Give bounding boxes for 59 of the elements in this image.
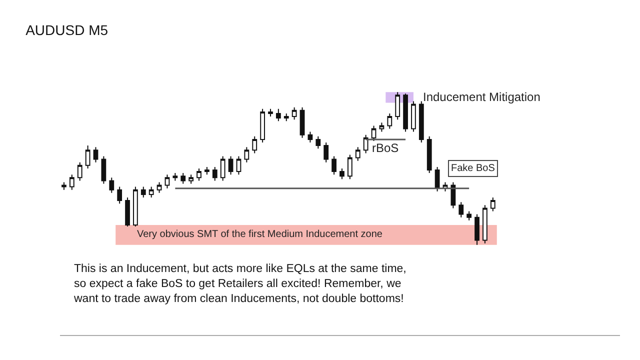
candlestick [458, 202, 464, 218]
candlestick [93, 146, 98, 163]
candlestick [101, 156, 106, 184]
candlestick [276, 108, 281, 122]
candlestick [434, 166, 440, 192]
candlestick [387, 112, 392, 130]
candlestick [133, 186, 138, 228]
text: This is an Inducement, but acts more like EQLs at the same time, so expect a fake BoS to get Retailers all excited! Remember, we want to trade away from clean Inducements, not double bottoms! [73, 263, 406, 305]
candlestick [228, 156, 234, 176]
candlestick [284, 112, 289, 122]
candlestick [109, 177, 114, 194]
candlestick [244, 146, 250, 163]
candlestick [204, 166, 210, 176]
candlestick [236, 156, 242, 176]
candlestick [379, 122, 384, 132]
candlestick [156, 182, 162, 194]
candlestick [371, 125, 376, 142]
candlestick [324, 142, 329, 163]
candlestick [172, 172, 178, 182]
candlestick [403, 93, 408, 132]
candlestick [474, 214, 480, 246]
candlestick [363, 134, 368, 154]
candlestick [62, 182, 66, 190]
candlestick [85, 145, 90, 169]
candlestick [260, 108, 265, 143]
candlestick [347, 154, 352, 180]
candlestick [125, 197, 130, 228]
candlestick [164, 174, 170, 189]
candlestick [220, 156, 226, 182]
annotation: Fake BoS [451, 163, 496, 174]
candlestick [148, 186, 154, 198]
candlestick [188, 174, 194, 184]
candlestick [77, 162, 82, 182]
candlestick [300, 106, 305, 138]
candlestick [395, 92, 400, 120]
candlestick [355, 146, 360, 162]
candlestick [426, 136, 432, 174]
candlestick [117, 186, 122, 204]
candlestick [418, 100, 424, 143]
candlestick [308, 131, 313, 143]
candlestick [490, 197, 496, 212]
candlestick [252, 136, 258, 154]
band-label: Inducement Mitigation [423, 90, 540, 104]
band-label: Very obvious SMT of the first Medium Inducement zone [137, 229, 383, 240]
candlestick [466, 210, 472, 221]
candlestick [340, 168, 344, 180]
candlestick [268, 108, 273, 118]
candlestick [482, 204, 488, 244]
chart-title: AUDUSD M5 [26, 22, 108, 38]
candlestick [332, 156, 336, 176]
ref-line-label: rBoS [372, 141, 399, 155]
candlestick [411, 100, 416, 132]
candlestick [292, 106, 297, 120]
candlestick [140, 186, 146, 198]
candlestick [180, 172, 186, 184]
candlestick [316, 136, 321, 150]
candlestick [196, 168, 202, 182]
candlestick [212, 166, 218, 182]
candlestick [69, 174, 74, 190]
